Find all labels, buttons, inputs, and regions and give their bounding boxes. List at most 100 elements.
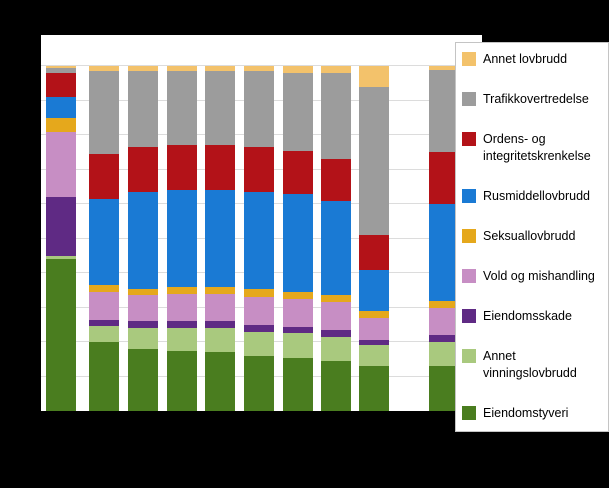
bar-stack [128, 66, 158, 411]
bar-segment-annet-lovbrudd [321, 66, 351, 73]
bar-segment-eiendomstyveri [429, 366, 459, 411]
bar-stack [283, 66, 313, 411]
bar-segment-annet-vinningslovbrudd [359, 345, 389, 367]
bar-segment-ordens-og-integritetskrenkelse [244, 147, 274, 192]
bar-segment-annet-lovbrudd [244, 66, 274, 72]
bar-segment-trafikkovertredelse [167, 71, 197, 146]
bar-segment-eiendomstyveri [359, 366, 389, 411]
bar-segment-trafikkovertredelse [359, 86, 389, 236]
bar-segment-annet-lovbrudd [167, 66, 197, 72]
legend-label: Trafikkovertredelse [483, 92, 589, 107]
bar-segment-trafikkovertredelse [244, 71, 274, 148]
legend-item: Annet vinningslovbrudd [462, 348, 603, 381]
legend-swatch-icon [462, 349, 476, 364]
legend-item: Annet lovbrudd [462, 51, 603, 67]
bar-segment-annet-vinningslovbrudd [244, 331, 274, 356]
bar-segment-vold-og-mishandling [429, 307, 459, 336]
bar-segment-eiendomstyveri [128, 348, 158, 411]
bar-segment-vold-og-mishandling [205, 293, 235, 322]
bar-segment-eiendomsskade [167, 321, 197, 329]
legend-item: Eiendomsskade [462, 308, 603, 324]
bar-segment-seksuallovbrudd [128, 288, 158, 296]
bar-segment-trafikkovertredelse [46, 67, 76, 73]
bar-segment-eiendomstyveri [283, 357, 313, 411]
bar-segment-eiendomsskade [283, 326, 313, 334]
legend-swatch-icon [462, 188, 476, 203]
bar-segment-ordens-og-integritetskrenkelse [167, 145, 197, 191]
bar-segment-eiendomsskade [244, 324, 274, 332]
legend-swatch-icon [462, 52, 476, 66]
bar-segment-vold-og-mishandling [283, 298, 313, 327]
bar-segment-eiendomstyveri [167, 350, 197, 411]
bar-segment-annet-vinningslovbrudd [167, 328, 197, 351]
bar-segment-trafikkovertredelse [89, 71, 119, 155]
bar-segment-trafikkovertredelse [321, 72, 351, 160]
legend-label: Eiendomsskade [483, 309, 572, 324]
bar-segment-annet-lovbrudd [359, 66, 389, 87]
bar-segment-ordens-og-integritetskrenkelse [359, 235, 389, 270]
bar-segment-seksuallovbrudd [89, 285, 119, 292]
legend-label: Vold og mishandling [483, 269, 595, 284]
legend-swatch-icon [462, 132, 476, 147]
legend-item: Vold og mishandling [462, 268, 603, 284]
bar-stack [205, 66, 235, 411]
legend-swatch-icon [462, 228, 476, 243]
bar-segment-annet-lovbrudd [429, 66, 459, 70]
legend-label: Annet lovbrudd [483, 52, 568, 66]
bar-segment-eiendomstyveri [244, 355, 274, 411]
bar-segment-seksuallovbrudd [321, 295, 351, 303]
bar-segment-vold-og-mishandling [244, 297, 274, 325]
bar-segment-seksuallovbrudd [205, 286, 235, 294]
legend-swatch-icon [462, 405, 476, 420]
bar-segment-annet-vinningslovbrudd [429, 342, 459, 367]
bar-segment-ordens-og-integritetskrenkelse [46, 72, 76, 98]
bar-segment-trafikkovertredelse [128, 71, 158, 148]
bar-segment-trafikkovertredelse [429, 69, 459, 153]
gridline [41, 65, 482, 66]
bar-segment-trafikkovertredelse [205, 71, 235, 146]
bar-segment-seksuallovbrudd [429, 300, 459, 308]
legend-label: Ordens- og integritetskrenkelse [483, 132, 591, 163]
legend: Annet lovbrudd Trafikkovertredelse Ordens-… [455, 42, 609, 432]
bar-segment-annet-lovbrudd [46, 66, 76, 68]
bar-segment-vold-og-mishandling [89, 292, 119, 320]
bar-segment-rusmiddellovbrudd [283, 193, 313, 293]
bar-segment-annet-lovbrudd [128, 66, 158, 72]
legend-item: Rusmiddellovbrudd [462, 188, 603, 204]
bar-segment-ordens-og-integritetskrenkelse [283, 150, 313, 194]
bar-segment-eiendomsskade [89, 319, 119, 327]
bar-segment-vold-og-mishandling [359, 317, 389, 341]
bar-segment-ordens-og-integritetskrenkelse [429, 152, 459, 205]
bar-segment-rusmiddellovbrudd [359, 269, 389, 311]
bar-stack [429, 66, 459, 411]
bar-segment-ordens-og-integritetskrenkelse [321, 159, 351, 201]
bar-segment-seksuallovbrudd [283, 292, 313, 299]
legend-item: Trafikkovertredelse [462, 91, 603, 107]
bar-segment-eiendomstyveri [46, 259, 76, 411]
bar-segment-seksuallovbrudd [244, 288, 274, 298]
bar-segment-eiendomsskade [128, 321, 158, 329]
bar-segment-eiendomsskade [46, 197, 76, 256]
bar-segment-eiendomsskade [321, 329, 351, 337]
legend-item: Eiendomstyveri [462, 405, 603, 421]
bar-segment-annet-lovbrudd [283, 66, 313, 73]
legend-label: Eiendomstyveri [483, 405, 569, 420]
legend-swatch-icon [462, 92, 476, 107]
bar-segment-rusmiddellovbrudd [167, 190, 197, 287]
bar-stack [46, 66, 76, 411]
bar-segment-ordens-og-integritetskrenkelse [128, 147, 158, 192]
bar-segment-seksuallovbrudd [167, 286, 197, 294]
bar-stack [167, 66, 197, 411]
bar-segment-annet-vinningslovbrudd [205, 328, 235, 353]
bar-stack [321, 66, 351, 411]
bar-segment-vold-og-mishandling [321, 302, 351, 330]
legend-label: Annet vinningslovbrudd [483, 349, 577, 380]
bar-segment-rusmiddellovbrudd [128, 191, 158, 289]
bar-segment-rusmiddellovbrudd [205, 190, 235, 287]
bar-stack [244, 66, 274, 411]
bar-segment-annet-vinningslovbrudd [283, 333, 313, 358]
bar-segment-vold-og-mishandling [167, 293, 197, 322]
bar-segment-vold-og-mishandling [128, 295, 158, 322]
bar-segment-ordens-og-integritetskrenkelse [89, 154, 119, 199]
